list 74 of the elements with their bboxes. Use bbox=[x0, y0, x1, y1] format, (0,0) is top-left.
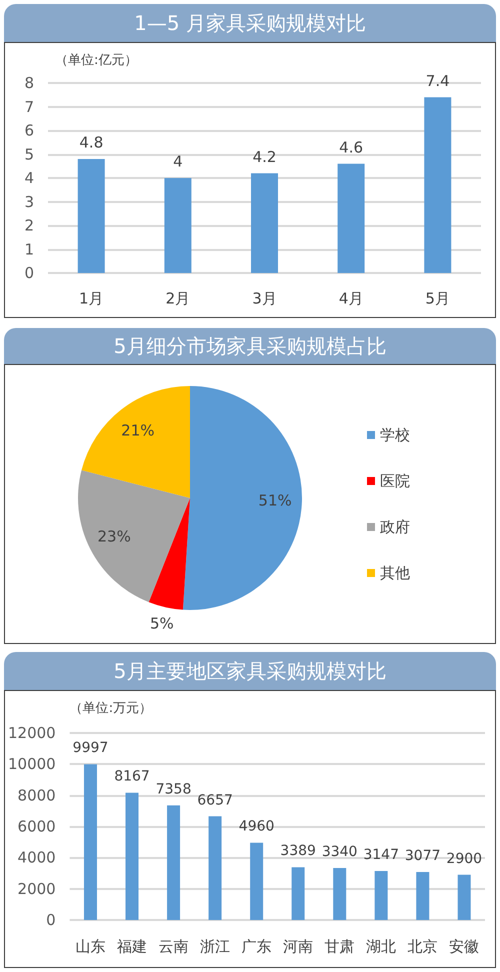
data-label: 7.4 bbox=[426, 72, 450, 90]
y-tick-label: 7 bbox=[24, 98, 34, 116]
x-tick-label: 3月 bbox=[252, 290, 277, 308]
data-label: 2900 bbox=[446, 850, 482, 867]
x-tick-label: 1月 bbox=[79, 290, 104, 308]
y-tick-label: 2000 bbox=[18, 880, 56, 898]
x-tick-label: 浙江 bbox=[200, 938, 230, 956]
x-tick-label: 4月 bbox=[338, 290, 364, 308]
y-tick-label: 4000 bbox=[18, 848, 56, 867]
bar bbox=[126, 792, 139, 920]
data-label: 4960 bbox=[238, 818, 274, 835]
data-label: 23% bbox=[97, 528, 131, 546]
y-tick-label: 10000 bbox=[8, 755, 56, 774]
chart-title: 1—5 月家具采购规模对比 bbox=[4, 4, 496, 42]
x-tick-label: 广东 bbox=[242, 938, 272, 956]
bar bbox=[458, 874, 471, 920]
x-tick-label: 5月 bbox=[425, 290, 450, 308]
bar bbox=[251, 173, 278, 273]
x-tick-label: 安徽 bbox=[449, 938, 480, 956]
bar bbox=[208, 816, 222, 920]
bar bbox=[167, 805, 180, 920]
legend-label: 医院 bbox=[380, 472, 410, 490]
data-label: 4.6 bbox=[339, 138, 364, 156]
data-label: 3340 bbox=[322, 844, 358, 860]
x-tick-label: 福建 bbox=[117, 938, 148, 956]
y-axis-title: （单位:万元） bbox=[70, 701, 152, 716]
data-label: 3077 bbox=[404, 848, 441, 864]
y-tick-label: 6 bbox=[24, 122, 34, 140]
data-label: 3389 bbox=[280, 843, 316, 860]
y-axis-title: （单位:亿元） bbox=[55, 53, 138, 68]
x-tick-label: 山东 bbox=[75, 938, 106, 956]
y-tick-label: 8000 bbox=[18, 786, 56, 804]
data-label: 3147 bbox=[363, 846, 399, 863]
x-tick-label: 北京 bbox=[408, 938, 438, 956]
bar bbox=[292, 867, 305, 920]
x-tick-label: 湖北 bbox=[366, 938, 396, 956]
bar bbox=[78, 159, 105, 273]
x-tick-label: 云南 bbox=[158, 938, 189, 956]
y-tick-label: 0 bbox=[24, 264, 34, 282]
data-label: 7358 bbox=[156, 781, 192, 798]
data-label: 6657 bbox=[197, 792, 233, 808]
bar bbox=[338, 164, 365, 273]
y-tick-label: 1 bbox=[24, 240, 34, 258]
legend-label: 学校 bbox=[380, 426, 410, 444]
legend-label: 政府 bbox=[380, 518, 410, 536]
chart-title: 5月细分市场家具采购规模占比 bbox=[4, 328, 496, 364]
y-tick-label: 6000 bbox=[18, 818, 56, 836]
bar bbox=[333, 868, 346, 920]
bar bbox=[250, 842, 264, 920]
data-label: 51% bbox=[258, 492, 292, 510]
y-tick-label: 12000 bbox=[8, 724, 56, 742]
bar bbox=[424, 97, 452, 273]
data-label: 4.2 bbox=[252, 148, 276, 166]
x-tick-label: 甘肃 bbox=[324, 938, 355, 956]
data-label: 4 bbox=[173, 152, 183, 170]
bar bbox=[164, 178, 192, 273]
y-tick-label: 3 bbox=[24, 192, 34, 211]
y-tick-label: 5 bbox=[24, 145, 34, 164]
y-tick-label: 4 bbox=[24, 169, 34, 187]
data-label: 4.8 bbox=[79, 134, 104, 152]
bar bbox=[416, 872, 430, 920]
chart-title: 5月主要地区家具采购规模对比 bbox=[4, 652, 496, 690]
y-tick-label: 0 bbox=[46, 911, 56, 929]
data-label: 8167 bbox=[114, 768, 150, 785]
x-tick-label: 河南 bbox=[283, 938, 314, 956]
y-tick-label: 8 bbox=[24, 74, 34, 92]
y-tick-label: 2 bbox=[24, 216, 34, 234]
data-label: 9997 bbox=[72, 740, 108, 756]
x-tick-label: 2月 bbox=[166, 290, 190, 308]
bar bbox=[374, 870, 388, 920]
bar bbox=[84, 764, 97, 920]
legend-label: 其他 bbox=[380, 564, 410, 582]
data-label: 5% bbox=[150, 614, 174, 633]
data-label: 21% bbox=[121, 422, 154, 440]
